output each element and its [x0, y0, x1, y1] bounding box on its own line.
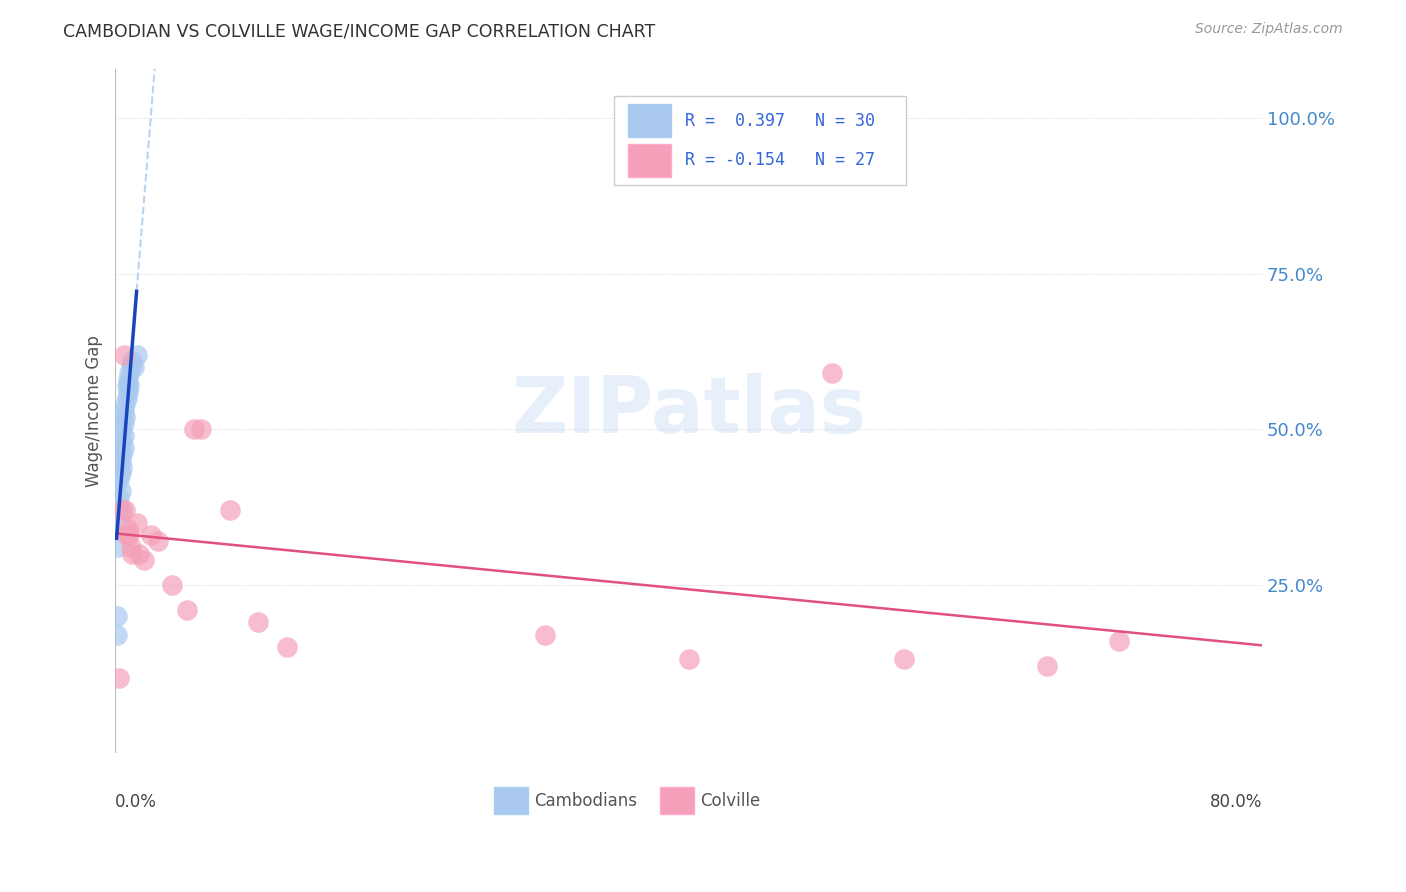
Point	[115, 528, 138, 542]
Text: ZIPatlas: ZIPatlas	[510, 373, 866, 449]
Point	[128, 547, 150, 561]
Point	[678, 652, 700, 666]
FancyBboxPatch shape	[494, 787, 527, 814]
Point	[125, 516, 148, 530]
Point	[118, 367, 141, 381]
Point	[117, 372, 139, 386]
Text: R =  0.397   N = 30: R = 0.397 N = 30	[685, 112, 875, 129]
Point	[247, 615, 270, 629]
Point	[117, 384, 139, 399]
Y-axis label: Wage/Income Gap: Wage/Income Gap	[86, 334, 103, 486]
Point	[105, 608, 128, 623]
Point	[821, 367, 844, 381]
Point	[114, 409, 136, 424]
Point	[114, 397, 136, 411]
Text: R = -0.154   N = 27: R = -0.154 N = 27	[685, 152, 875, 169]
Point	[162, 578, 184, 592]
FancyBboxPatch shape	[627, 104, 671, 137]
FancyBboxPatch shape	[614, 95, 907, 185]
Point	[107, 541, 129, 555]
Point	[893, 652, 915, 666]
Text: 0.0%: 0.0%	[115, 793, 157, 811]
Text: Cambodians: Cambodians	[534, 791, 637, 810]
Point	[112, 428, 135, 442]
Point	[118, 378, 141, 392]
FancyBboxPatch shape	[659, 787, 695, 814]
Point	[110, 466, 132, 480]
Point	[110, 453, 132, 467]
Point	[112, 348, 135, 362]
Point	[139, 528, 162, 542]
Point	[111, 422, 134, 436]
Point	[276, 640, 298, 654]
Text: Source: ZipAtlas.com: Source: ZipAtlas.com	[1195, 22, 1343, 37]
Text: 80.0%: 80.0%	[1209, 793, 1263, 811]
Point	[121, 547, 143, 561]
Point	[218, 503, 240, 517]
Point	[111, 459, 134, 474]
FancyBboxPatch shape	[627, 144, 671, 177]
Point	[111, 434, 134, 449]
Point	[105, 627, 128, 641]
Point	[112, 441, 135, 455]
Point	[120, 360, 142, 375]
Point	[120, 541, 142, 555]
Point	[114, 503, 136, 517]
Point	[108, 491, 131, 505]
Point	[1036, 658, 1059, 673]
Point	[112, 416, 135, 430]
Point	[122, 360, 145, 375]
Point	[111, 503, 134, 517]
Point	[108, 472, 131, 486]
Point	[108, 671, 131, 685]
Point	[534, 627, 557, 641]
Point	[125, 348, 148, 362]
Point	[1108, 633, 1130, 648]
Point	[110, 484, 132, 499]
Text: Colville: Colville	[700, 791, 761, 810]
Point	[183, 422, 205, 436]
Point	[115, 391, 138, 405]
Point	[108, 503, 131, 517]
Point	[112, 403, 135, 417]
Point	[117, 522, 139, 536]
Point	[118, 528, 141, 542]
Point	[115, 378, 138, 392]
Point	[121, 354, 143, 368]
Point	[107, 516, 129, 530]
Point	[146, 534, 169, 549]
Text: CAMBODIAN VS COLVILLE WAGE/INCOME GAP CORRELATION CHART: CAMBODIAN VS COLVILLE WAGE/INCOME GAP CO…	[63, 22, 655, 40]
Point	[176, 602, 198, 616]
Point	[111, 447, 134, 461]
Point	[132, 553, 155, 567]
Point	[190, 422, 212, 436]
